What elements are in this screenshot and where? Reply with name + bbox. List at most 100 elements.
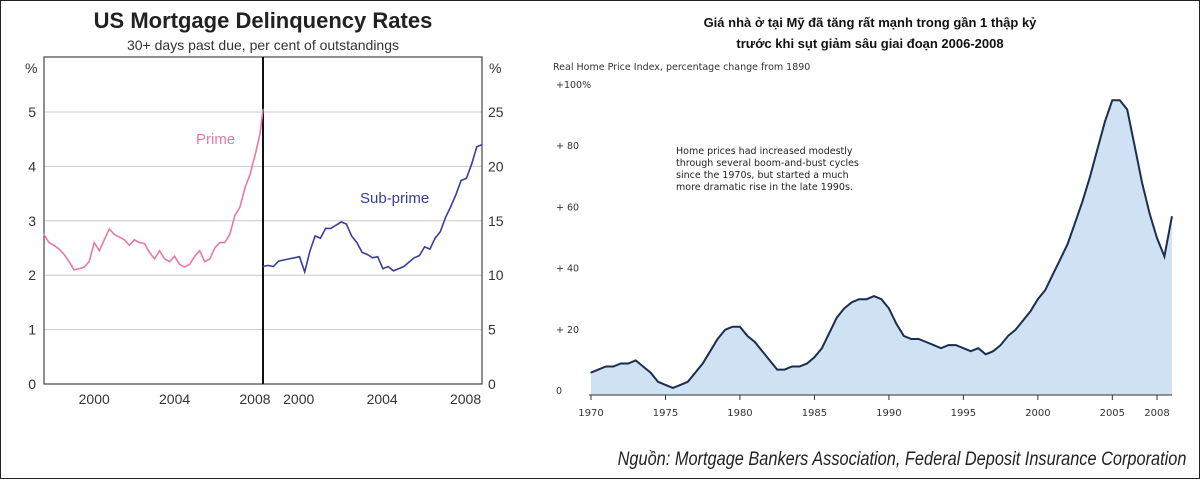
prime-data-point [179,263,181,265]
prime-data-point [229,233,231,235]
home-price-data-point [776,368,778,371]
prime-data-point [204,261,206,263]
home-price-chart: Giá nhà ở tại Mỹ đã tăng rất mạnh trong … [553,15,1173,419]
subprime-data-point [356,241,358,244]
prime-data-point [128,244,130,246]
prime-data-point [73,269,75,271]
prime-data-point [234,214,236,216]
subprime-data-point [340,221,342,223]
home-price-y-tick-label: + 40 [556,264,579,275]
home-price-data-point [724,329,726,331]
home-price-data-point [910,338,912,340]
home-price-data-point [925,341,927,343]
prime-y-tick-label: 4 [28,158,36,174]
home-price-data-point [858,298,860,300]
home-price-data-point [985,353,987,355]
subprime-data-point [314,235,316,237]
subprime-data-point [330,227,332,230]
home-price-data-point [1096,148,1099,150]
home-price-data-point [947,344,950,346]
subprime-data-point [262,265,264,268]
home-price-x-tick-label: 2008 [1144,408,1169,419]
home-price-data-point [992,350,994,352]
subprime-data-point [403,265,405,268]
prime-data-point [194,255,196,257]
home-price-data-point [1029,310,1032,313]
prime-data-point [199,250,201,252]
subprime-data-point [413,257,415,259]
prime-data-point [133,239,136,241]
home-price-data-point [798,365,801,368]
home-price-data-point [687,381,689,383]
home-price-data-point [873,295,875,297]
home-price-data-point [970,350,972,352]
prime-data-point [63,253,65,256]
subprime-y-tick-label: 25 [488,104,504,120]
home-price-y-tick-label: + 60 [556,202,579,213]
home-price-data-point [1119,99,1121,102]
prime-series-label: Prime [196,131,235,148]
prime-x-tick-label: 2000 [79,391,110,407]
home-price-data-point [605,365,607,368]
prime-data-point [249,173,251,176]
subprime-axis-unit: % [489,60,501,76]
prime-data-point [189,263,191,265]
home-price-data-point [880,298,883,300]
home-price-x-tick-label: 1975 [653,408,678,419]
home-price-data-point [895,322,898,325]
home-price-x-tick-label: 1985 [802,408,827,419]
home-price-data-point [1089,176,1091,178]
subprime-data-point [465,177,467,179]
prime-data-point [138,241,141,244]
subprime-data-point [481,144,483,146]
home-price-data-point [702,362,704,365]
home-price-y-tick-label: +100% [556,80,591,91]
delinquency-y-ticks: 0 1 2 3 4 5 0 5 10 15 20 25 [28,104,504,392]
home-price-data-point [1081,200,1084,202]
home-price-annotation-line: through several boom-and-bust cycles [676,158,859,169]
home-price-y-ticks: 0 + 20 + 40 + 60 + 80 +100% [556,80,591,397]
subprime-data-point [371,257,374,259]
subprime-data-point [460,179,462,182]
home-price-data-point [716,338,719,340]
subprime-data-point [278,260,280,262]
prime-data-point [173,255,176,257]
home-price-data-point [590,371,592,374]
subprime-data-point [267,264,269,267]
prime-data-point [108,228,110,230]
home-price-data-point [672,387,674,389]
home-price-data-point [1133,145,1136,147]
prime-data-point [158,250,161,252]
home-price-data-point [821,347,823,349]
subprime-data-point [309,250,311,252]
home-price-x-tick-label: 2000 [1025,408,1050,419]
home-price-data-point [664,384,667,386]
home-price-data-point [917,338,920,340]
subprime-data-point [298,256,301,258]
home-price-data-point [1148,212,1151,215]
home-price-data-point [1059,258,1061,261]
subprime-data-point [439,231,441,233]
home-price-y-tick-label: + 80 [556,141,579,152]
subprime-data-point [377,256,379,258]
home-price-data-point [903,335,905,337]
prime-data-point [103,239,105,241]
home-price-data-point [813,356,816,359]
home-price-data-point [865,298,868,300]
home-price-data-point [1014,329,1017,331]
subprime-data-point [366,253,368,256]
prime-data-point [123,239,125,241]
prime-data-point [98,250,100,252]
subprime-data-point [345,223,348,225]
subprime-data-point [444,216,447,219]
home-price-data-point [709,350,711,352]
home-price-data-point [888,307,890,310]
prime-x-tick-label: 2008 [239,391,270,407]
subprime-x-tick-label: 2000 [283,391,314,407]
prime-data-point [143,243,146,245]
home-price-data-point [940,347,942,349]
home-price-data-point [1171,215,1173,218]
home-price-data-point [1022,319,1024,322]
prime-data-point [148,251,151,253]
